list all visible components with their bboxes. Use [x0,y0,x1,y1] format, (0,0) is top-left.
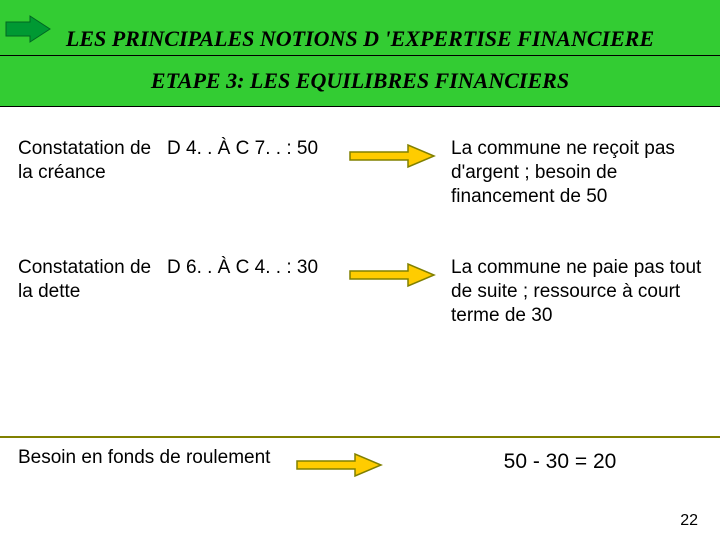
arrow-right-icon [348,143,438,169]
footer-label: Besoin en fonds de roulement [0,446,280,470]
footer-area: Besoin en fonds de roulement 50 - 30 = 2… [0,446,720,478]
entry-dette: D 6. . À C 4. . : 30 [163,256,343,280]
label-dette: Constatation de la dette [18,256,163,304]
header-bar: LES PRINCIPALES NOTIONS D 'EXPERTISE FIN… [0,0,720,56]
entry-creance: D 4. . À C 7. . : 50 [163,137,343,161]
arrow-right-icon [295,452,385,478]
row-dette: Constatation de la dette D 6. . À C 4. .… [18,256,702,327]
main-title: LES PRINCIPALES NOTIONS D 'EXPERTISE FIN… [0,0,720,50]
explain-creance: La commune ne reçoit pas d'argent ; beso… [443,137,702,208]
arrow-dette [343,256,443,288]
arrow-creance [343,137,443,169]
arrow-footer [280,446,400,478]
header-deco-arrow-icon [0,14,60,44]
row-creance: Constatation de la créance D 4. . À C 7.… [18,137,702,208]
content-area: Constatation de la créance D 4. . À C 7.… [0,107,720,328]
page-number: 22 [680,512,698,530]
arrow-right-icon [348,262,438,288]
footer-result: 50 - 30 = 20 [400,446,720,474]
divider-line [0,436,720,438]
label-creance: Constatation de la créance [18,137,163,185]
explain-dette: La commune ne paie pas tout de suite ; r… [443,256,702,327]
subtitle: ETAPE 3: LES EQUILIBRES FINANCIERS [0,56,720,107]
